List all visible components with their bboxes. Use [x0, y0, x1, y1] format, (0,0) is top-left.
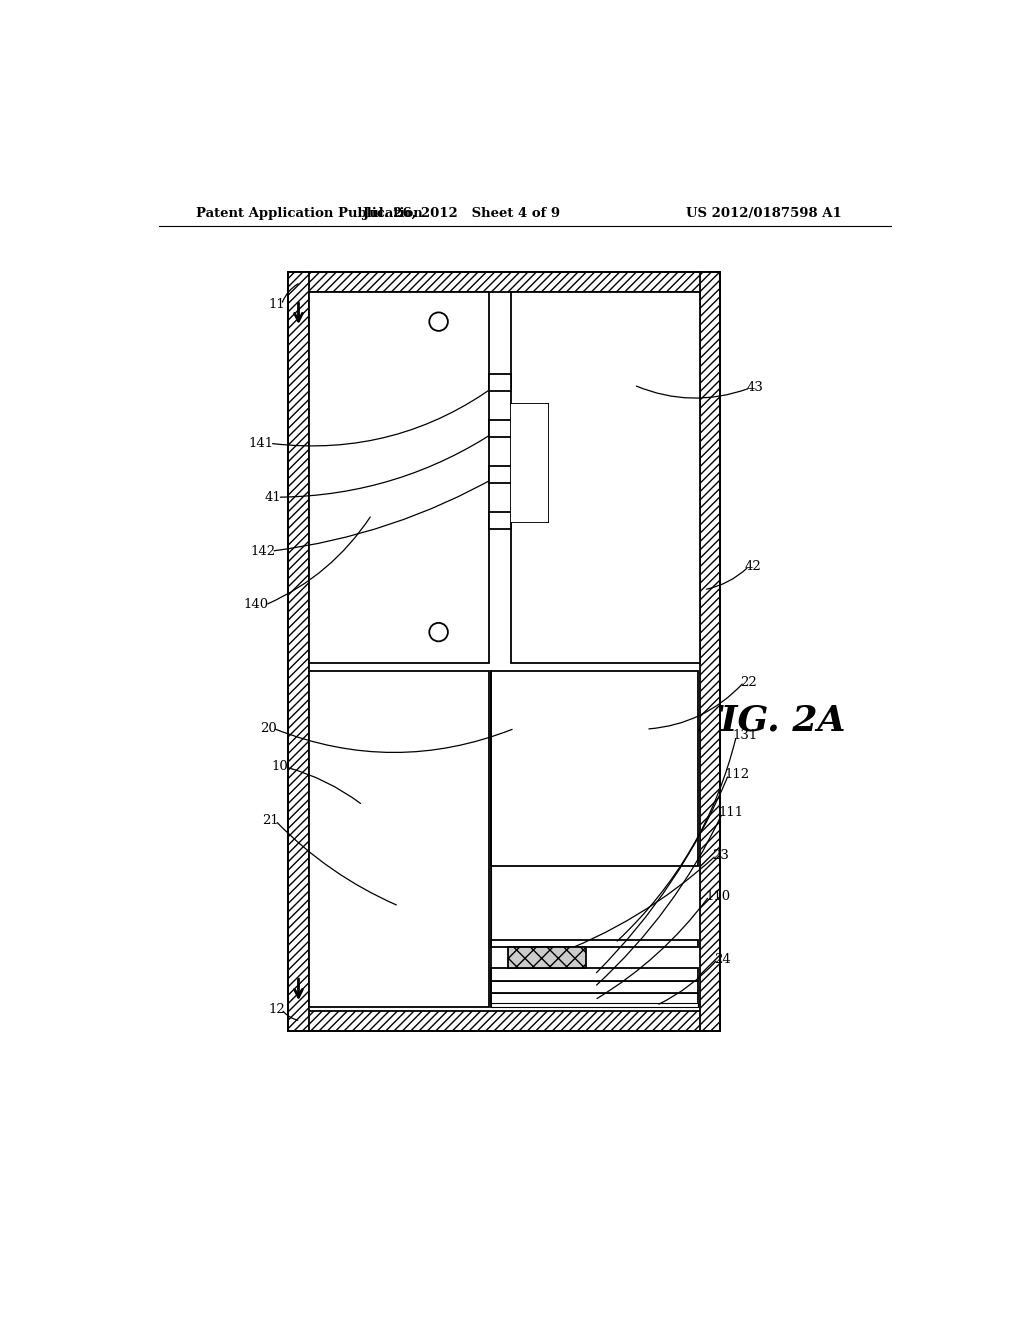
Text: 110: 110	[706, 890, 730, 903]
Text: 140: 140	[244, 598, 269, 611]
Bar	[289, 272, 308, 1031]
Text: Jul. 26, 2012   Sheet 4 of 9: Jul. 26, 2012 Sheet 4 of 9	[362, 207, 560, 220]
Text: Patent Application Publication: Patent Application Publication	[197, 207, 423, 220]
Bar	[489, 374, 511, 391]
Text: 12: 12	[268, 1003, 286, 1016]
Bar	[289, 272, 720, 1031]
Bar	[289, 1011, 720, 1031]
Text: 11: 11	[268, 298, 286, 312]
Bar	[492, 940, 697, 946]
Bar	[489, 420, 511, 437]
Text: 111: 111	[719, 807, 743, 820]
Bar	[289, 272, 720, 293]
Bar	[492, 671, 697, 866]
Text: 141: 141	[249, 437, 273, 450]
Bar	[700, 272, 720, 1031]
Text: 42: 42	[744, 560, 762, 573]
Bar	[492, 981, 697, 993]
Bar	[511, 293, 700, 663]
Bar	[489, 466, 511, 483]
Bar	[308, 671, 489, 1007]
Text: 10: 10	[271, 760, 289, 774]
Text: 22: 22	[740, 676, 757, 689]
Bar	[511, 404, 548, 523]
Text: 23: 23	[713, 849, 729, 862]
Text: 142: 142	[250, 545, 275, 557]
Bar	[308, 293, 489, 663]
Bar	[492, 1003, 697, 1007]
Text: 24: 24	[714, 953, 731, 966]
Text: 43: 43	[746, 381, 763, 395]
Text: 131: 131	[732, 730, 758, 742]
Bar	[489, 512, 511, 529]
Text: 21: 21	[262, 814, 280, 828]
Text: 112: 112	[725, 768, 750, 781]
Text: US 2012/0187598 A1: US 2012/0187598 A1	[686, 207, 842, 220]
Text: 41: 41	[264, 491, 282, 504]
Bar	[492, 969, 697, 981]
Text: 20: 20	[260, 722, 276, 735]
Bar	[508, 946, 587, 969]
Text: FIG. 2A: FIG. 2A	[696, 704, 847, 738]
Bar	[492, 993, 697, 1007]
